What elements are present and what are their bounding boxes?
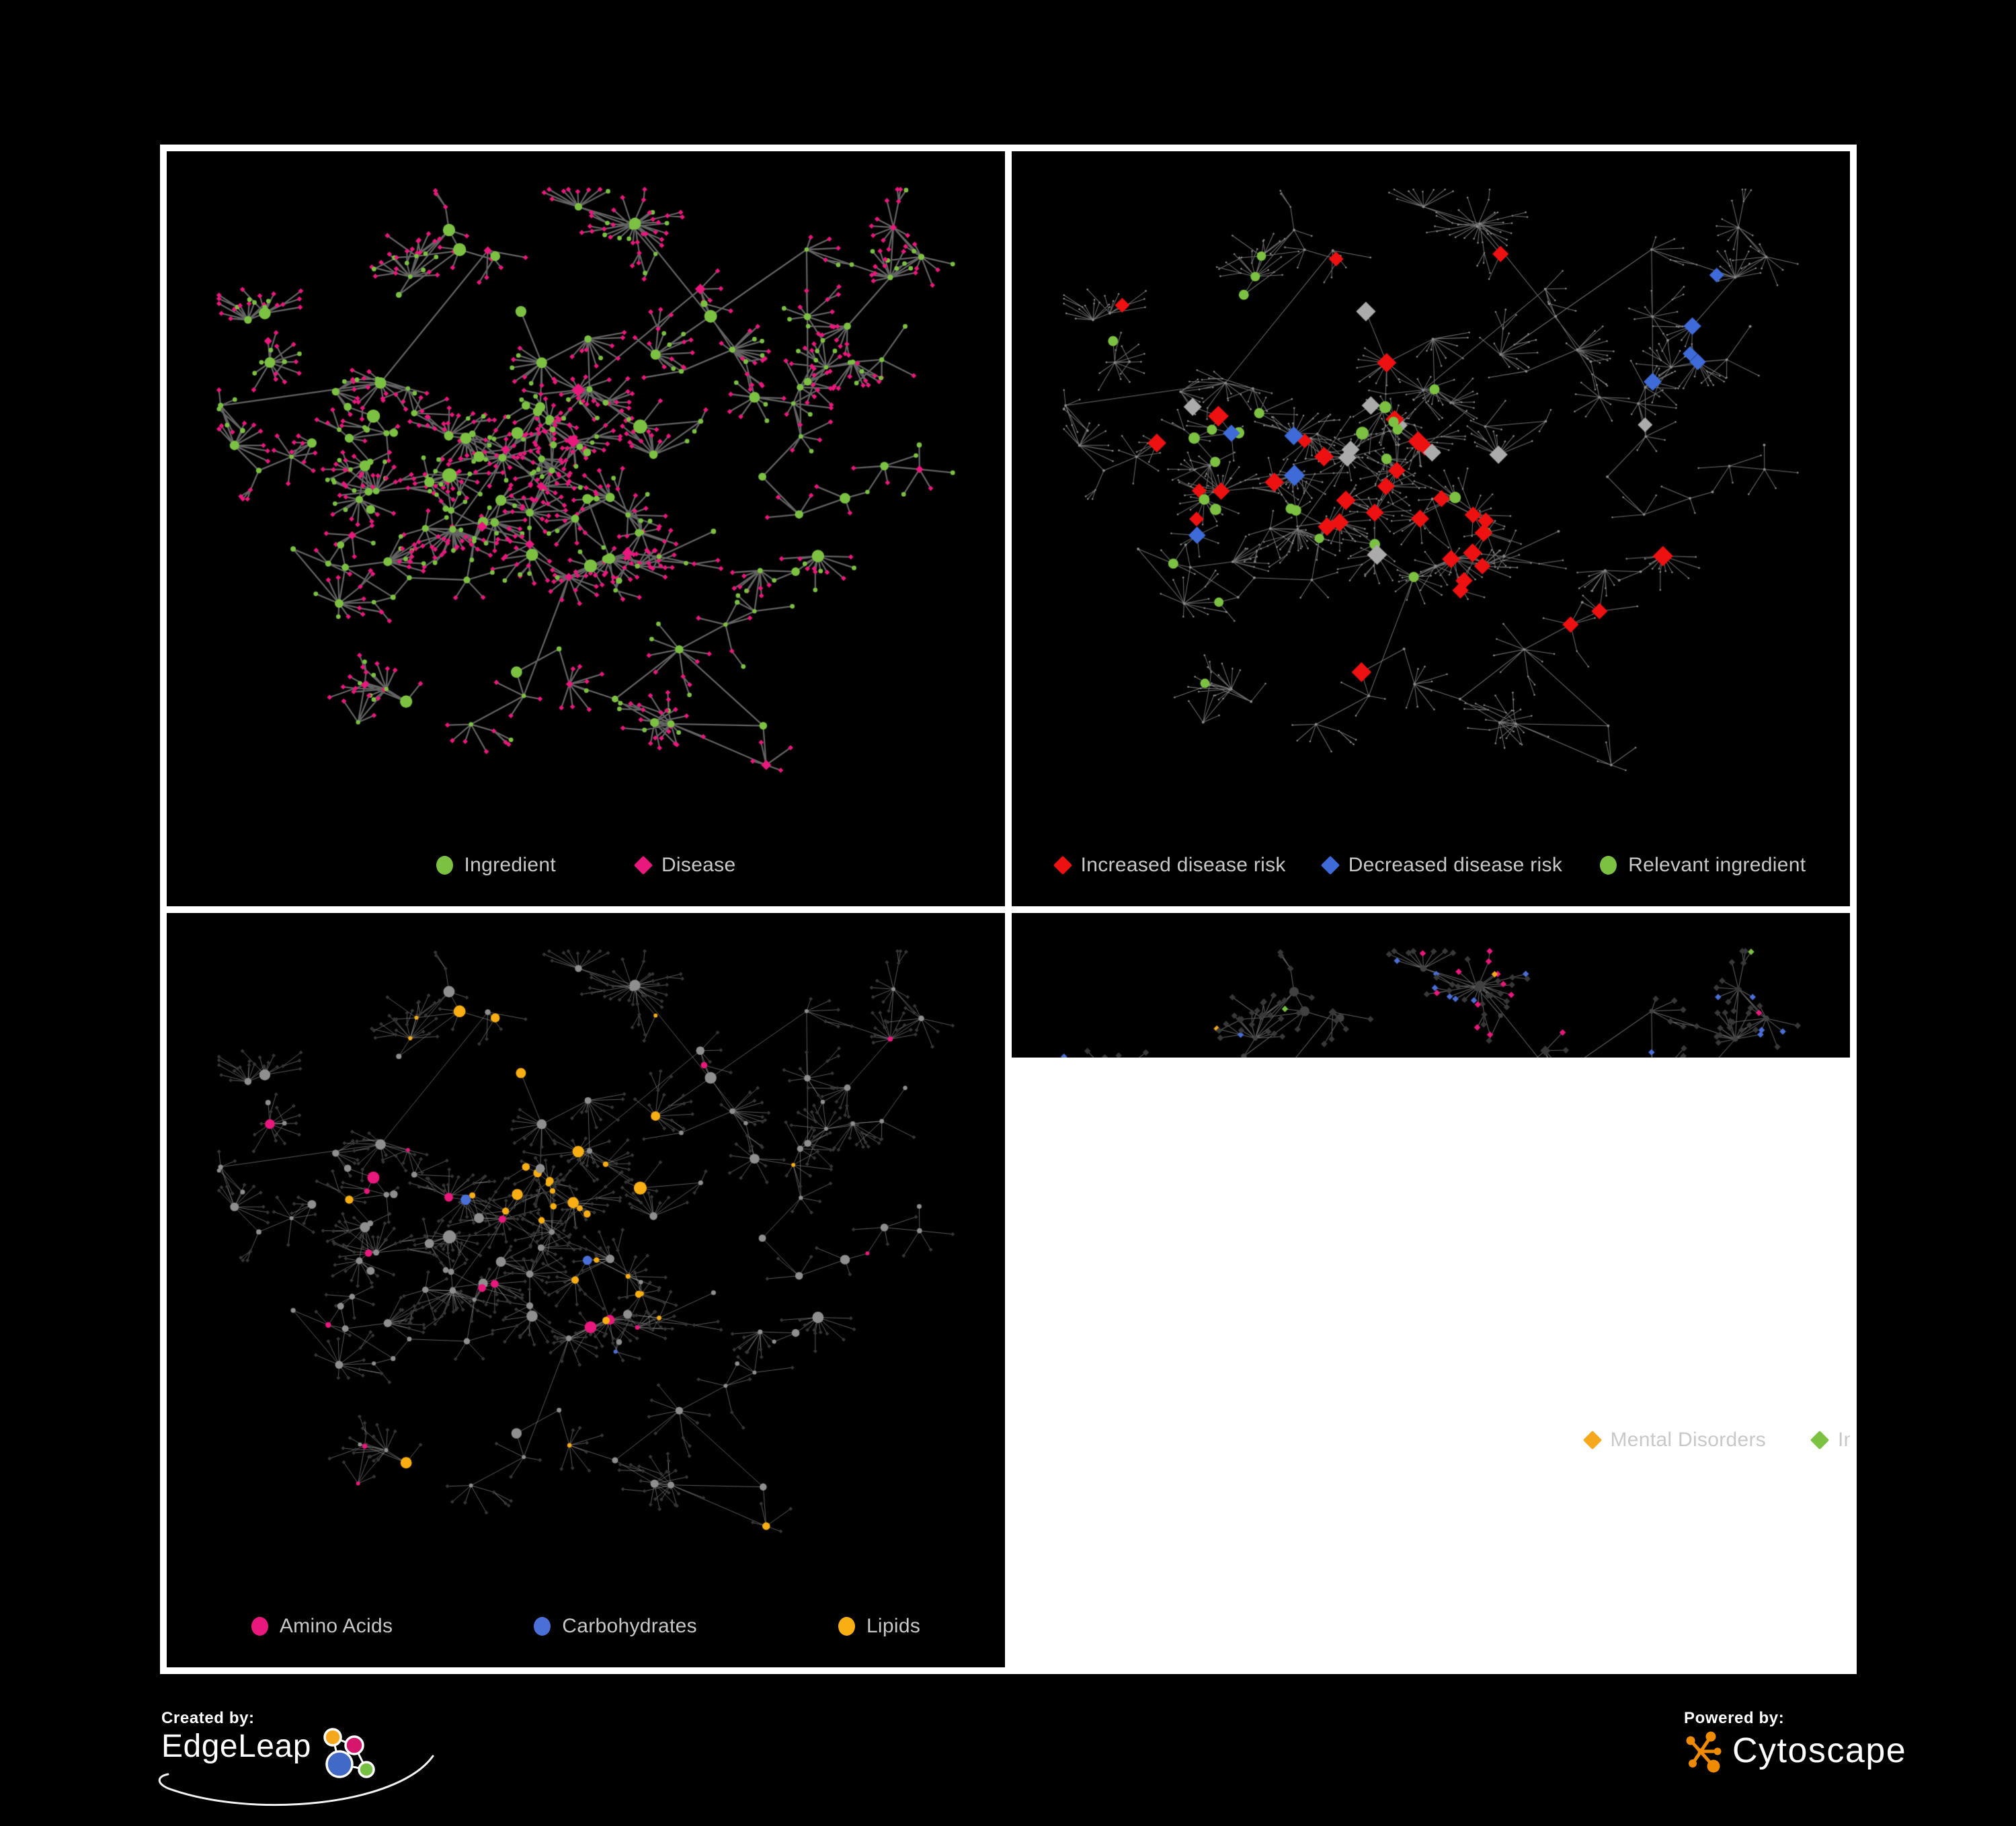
legend-item: Lipids bbox=[838, 1615, 920, 1638]
credit-edgeleap: Created by: EdgeLeap bbox=[158, 1709, 434, 1807]
legend-item: Disease bbox=[633, 853, 736, 877]
circle-marker bbox=[838, 1617, 855, 1636]
legend-label: Ingredient bbox=[464, 853, 556, 876]
legend-label: Disease bbox=[661, 853, 736, 876]
circle-marker bbox=[534, 1617, 551, 1636]
created-by-label: Created by: bbox=[161, 1709, 255, 1727]
diamond-marker bbox=[1320, 855, 1340, 875]
network-canvas-compound-class[interactable] bbox=[167, 912, 1005, 1667]
legend-item: Carbohydrates bbox=[534, 1615, 697, 1638]
edgeleap-brand-text: EdgeLeap bbox=[161, 1729, 311, 1764]
legend-label: Mental Disorders bbox=[1610, 1429, 1767, 1452]
legend-item: Mental Disorders bbox=[1582, 1429, 1767, 1452]
legend-ingredient-disease: Ingredient Disease bbox=[167, 854, 1005, 877]
legend-label: Amino Acids bbox=[279, 1615, 393, 1637]
panel-compound-class: Amino Acids Carbohydrates Lipids bbox=[167, 912, 1005, 1667]
panel-grid: Ingredient Disease Increased disease risk… bbox=[160, 145, 1857, 1674]
legend-label: Decreased disease risk bbox=[1348, 853, 1563, 876]
legend-label: Relevant ingredient bbox=[1628, 853, 1806, 876]
legend-item: Relevant ingredient bbox=[1600, 854, 1806, 877]
circle-marker bbox=[1600, 855, 1617, 875]
panel-ingredient-disease: Ingredient Disease bbox=[167, 151, 1005, 906]
diamond-marker bbox=[633, 855, 653, 875]
legend-item: Decreased disease risk bbox=[1320, 853, 1563, 877]
edgeleap-node-blue bbox=[325, 1750, 354, 1778]
legend-label: Carbohydrates bbox=[562, 1615, 697, 1637]
legend-label: Increased disease risk bbox=[1080, 853, 1286, 876]
legend-item: Ingredient bbox=[436, 854, 556, 877]
circle-marker bbox=[251, 1617, 268, 1636]
cytoscape-brand-text: Cytoscape bbox=[1732, 1731, 1907, 1770]
legend-item: Amino Acids bbox=[251, 1615, 393, 1638]
diamond-marker bbox=[1810, 1431, 1830, 1450]
edgeleap-node-green bbox=[358, 1761, 375, 1778]
network-canvas-disease-risk[interactable] bbox=[1012, 151, 1850, 906]
legend-disease-category: Mental DisordersImmune System DiseasesCa… bbox=[1012, 1057, 1850, 1667]
panel-disease-category: Mental DisordersImmune System DiseasesCa… bbox=[1012, 912, 1850, 1667]
circle-marker bbox=[436, 855, 453, 875]
cytoscape-logo-icon bbox=[1686, 1731, 1722, 1773]
panel-disease-risk: Increased disease risk Decreased disease … bbox=[1012, 151, 1850, 906]
legend-label: Lipids bbox=[866, 1615, 921, 1637]
legend-label: Immune System Diseases bbox=[1838, 1429, 1850, 1452]
edgeleap-node-pink bbox=[344, 1735, 364, 1755]
legend-item: Immune System Diseases bbox=[1810, 1429, 1850, 1452]
legend-compound-class: Amino Acids Carbohydrates Lipids bbox=[167, 1615, 1005, 1638]
legend-disease-risk: Increased disease risk Decreased disease … bbox=[1012, 854, 1850, 877]
network-canvas-ingredient-disease[interactable] bbox=[167, 151, 1005, 906]
diamond-marker bbox=[1053, 855, 1072, 875]
edgeleap-node-orange bbox=[323, 1728, 342, 1747]
powered-by-label: Powered by: bbox=[1684, 1709, 1785, 1727]
edgeleap-logo-icon bbox=[323, 1728, 375, 1778]
credit-cytoscape: Powered by: Cytoscape bbox=[1684, 1709, 1906, 1774]
diamond-marker bbox=[1582, 1431, 1602, 1450]
legend-item: Increased disease risk bbox=[1053, 853, 1286, 877]
